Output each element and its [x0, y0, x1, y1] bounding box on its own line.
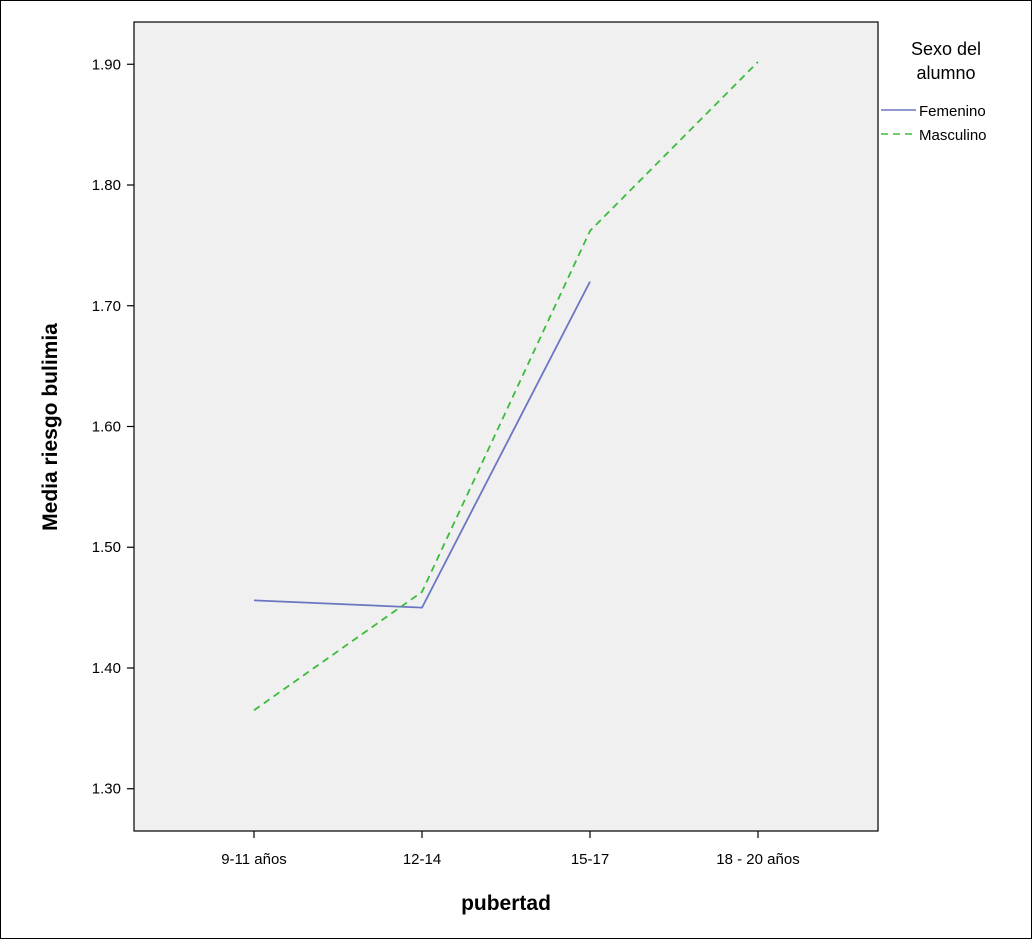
y-tick-label-1-30: 1.30 — [92, 781, 121, 798]
x-tick-label-1: 9-11 años — [221, 851, 287, 868]
legend: Sexo del alumno Femenino Masculino — [881, 39, 987, 144]
series-line-masculino — [253, 61, 759, 711]
legend-label-femenino: Femenino — [919, 103, 986, 120]
x-tick-label-3: 15-17 — [571, 851, 609, 868]
y-axis: 1.30 1.40 1.50 1.60 1.70 1.80 1.90 — [92, 56, 134, 798]
y-tick-label-1-80: 1.80 — [92, 177, 121, 194]
series-line-femenino — [253, 281, 591, 609]
y-axis-title: Media riesgo bulimia — [39, 323, 62, 531]
legend-label-masculino: Masculino — [919, 127, 987, 144]
legend-title-line-1: Sexo del — [911, 39, 981, 59]
y-tick-label-1-70: 1.70 — [92, 298, 121, 315]
x-tick-label-4: 18 - 20 años — [716, 851, 799, 868]
legend-title-line-2: alumno — [916, 63, 975, 83]
y-tick-label-1-50: 1.50 — [92, 539, 121, 556]
plot-area — [133, 21, 879, 832]
y-tick-label-1-40: 1.40 — [92, 660, 121, 677]
series-layer — [253, 61, 759, 711]
x-axis: 9-11 años 12-14 15-17 18 - 20 años — [221, 831, 800, 868]
x-tick-label-2: 12-14 — [403, 851, 441, 868]
y-tick-label-1-60: 1.60 — [92, 419, 121, 436]
x-axis-title: pubertad — [461, 892, 551, 915]
y-tick-label-1-90: 1.90 — [92, 56, 121, 73]
